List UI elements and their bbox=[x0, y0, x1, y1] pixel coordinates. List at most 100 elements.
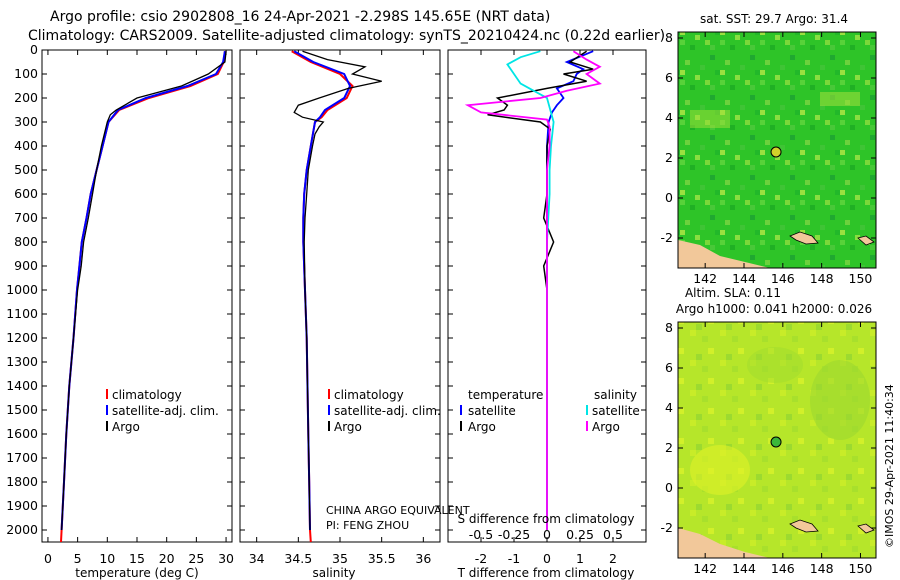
map-y-tick-label: 8 bbox=[665, 320, 673, 335]
depth-tick-label: 0 bbox=[30, 42, 38, 57]
depth-tick-label: 1000 bbox=[6, 282, 38, 297]
sst-map-axes: 142 144 146 148 150 8 6 4 2 0 -2 bbox=[661, 30, 876, 286]
difference-legend: temperature salinity satellite Argo sate… bbox=[460, 388, 640, 434]
sla-map-panel: Altim. SLA: 0.11 Argo h1000: 0.041 h2000… bbox=[661, 286, 877, 576]
depth-tick-label: 1900 bbox=[6, 498, 38, 513]
depth-tick-label: 800 bbox=[14, 234, 38, 249]
s-difference-xlabel: S difference from climatology bbox=[458, 512, 635, 526]
depth-tick-label: 1500 bbox=[6, 402, 38, 417]
series-line-climatology bbox=[60, 51, 226, 543]
legend-swatch-argo bbox=[328, 421, 330, 431]
legend-label-s-satellite: satellite bbox=[592, 404, 640, 418]
sla-map-frame bbox=[677, 321, 877, 559]
legend-label-t-satellite: satellite bbox=[468, 404, 516, 418]
x-tick-label: 35 bbox=[332, 551, 348, 566]
salinity-series bbox=[291, 50, 382, 543]
imos-timestamp: ©IMOS 29-Apr-2021 11:40:34 bbox=[883, 384, 896, 548]
map-y-tick-label: 6 bbox=[665, 70, 673, 85]
legend-swatch-t-satellite bbox=[460, 405, 462, 415]
difference-series bbox=[464, 50, 602, 530]
legend-swatch-climatology bbox=[106, 389, 108, 399]
legend-label-t-argo: Argo bbox=[468, 420, 496, 434]
legend-label-argo: Argo bbox=[112, 420, 140, 434]
series-line-s-argo bbox=[464, 50, 602, 530]
x-tick-label: -1 bbox=[508, 551, 520, 566]
figure-title-line2: Climatology: CARS2009. Satellite-adjuste… bbox=[28, 28, 665, 44]
map-y-tick-label: 4 bbox=[665, 400, 673, 415]
temperature-plot-frame bbox=[41, 49, 233, 543]
x-tick-label: 15 bbox=[129, 551, 145, 566]
x-tick-label: 10 bbox=[99, 551, 115, 566]
map-y-tick-label: 4 bbox=[665, 110, 673, 125]
temperature-series bbox=[60, 51, 227, 543]
x-tick-label: 30 bbox=[218, 551, 234, 566]
legend-swatch-climatology bbox=[328, 389, 330, 399]
map-x-tick-label: 146 bbox=[771, 271, 795, 286]
depth-tick-label: 1300 bbox=[6, 354, 38, 369]
series-line-argo bbox=[60, 51, 227, 531]
map-y-tick-label: 0 bbox=[665, 190, 673, 205]
x-tick-label: 34 bbox=[249, 551, 265, 566]
difference-panel: -2 -1 0 1 2 -0.5 -0.25 0 0.25 0.5 T difference fr… bbox=[447, 49, 647, 580]
credit-line2: PI: FENG ZHOU bbox=[326, 519, 409, 532]
legend-swatch-argo bbox=[106, 421, 108, 431]
series-line-climatology bbox=[291, 50, 354, 543]
series-line-argo bbox=[293, 50, 382, 531]
s-diff-tick-label: -0.5 bbox=[469, 527, 493, 542]
temperature-panel: 0100200300400500600700800900100011001200… bbox=[6, 42, 646, 580]
sla-high-patch bbox=[747, 347, 803, 383]
map-x-tick-label: 144 bbox=[732, 271, 756, 286]
map-x-tick-label: 148 bbox=[810, 561, 834, 576]
land-mask bbox=[678, 240, 770, 268]
legend-label-climatology: climatology bbox=[334, 388, 404, 402]
land-mask bbox=[678, 528, 770, 558]
argo-position-marker bbox=[770, 146, 782, 158]
sst-warm-patch bbox=[690, 110, 730, 128]
map-x-tick-label: 150 bbox=[849, 271, 873, 286]
temperature-xlabel: temperature (deg C) bbox=[75, 566, 198, 580]
x-tick-label: 35.5 bbox=[368, 551, 396, 566]
t-difference-xlabel: T difference from climatology bbox=[457, 566, 635, 580]
map-x-tick-label: 150 bbox=[849, 561, 873, 576]
sst-map-panel: sat. SST: 29.7 Argo: 31.4 142 144 146 148 15… bbox=[661, 12, 877, 286]
map-y-tick-label: -2 bbox=[661, 230, 673, 245]
salinity-panel: 34 34.5 35 35.5 36 salinity climatology sate… bbox=[239, 49, 470, 580]
map-y-tick-label: 2 bbox=[665, 440, 673, 455]
temperature-x-axis: 0 5 10 15 20 25 30 bbox=[44, 50, 234, 566]
map-y-tick-label: 2 bbox=[665, 150, 673, 165]
s-diff-tick-label: 0.5 bbox=[603, 527, 623, 542]
map-x-tick-label: 144 bbox=[732, 561, 756, 576]
map-x-tick-label: 142 bbox=[693, 271, 717, 286]
map-x-tick-label: 148 bbox=[810, 271, 834, 286]
depth-tick-label: 500 bbox=[14, 162, 38, 177]
depth-tick-label: 1100 bbox=[6, 306, 38, 321]
x-tick-label: 25 bbox=[188, 551, 204, 566]
legend-swatch-satellite bbox=[328, 405, 330, 415]
depth-tick-label: 300 bbox=[14, 114, 38, 129]
map-x-tick-label: 142 bbox=[693, 561, 717, 576]
depth-tick-label: 1600 bbox=[6, 426, 38, 441]
x-tick-label: 0 bbox=[44, 551, 52, 566]
legend-swatch-satellite bbox=[106, 405, 108, 415]
difference-x-axis: -2 -1 0 1 2 -0.5 -0.25 0 0.25 0.5 bbox=[469, 50, 623, 566]
sla-map-title-line1: Altim. SLA: 0.11 bbox=[685, 286, 781, 300]
sla-high-patch bbox=[810, 360, 870, 440]
depth-tick-label: 1200 bbox=[6, 330, 38, 345]
credit-line1: CHINA ARGO EQUIVALENT bbox=[326, 504, 470, 517]
s-diff-tick-label: 0 bbox=[543, 527, 551, 542]
argo-position-marker bbox=[770, 436, 782, 448]
sst-warm-patch bbox=[820, 92, 860, 106]
x-tick-label: 34.5 bbox=[284, 551, 312, 566]
island bbox=[789, 231, 819, 245]
x-tick-label: -2 bbox=[475, 551, 487, 566]
x-tick-label: 36 bbox=[415, 551, 431, 566]
map-x-tick-label: 146 bbox=[771, 561, 795, 576]
depth-tick-label: 400 bbox=[14, 138, 38, 153]
legend-title-salinity: salinity bbox=[594, 388, 637, 402]
map-y-tick-label: -2 bbox=[661, 520, 673, 535]
legend-swatch-s-argo bbox=[586, 421, 588, 431]
salinity-x-axis: 34 34.5 35 35.5 36 bbox=[249, 50, 431, 566]
island bbox=[857, 523, 875, 534]
x-tick-label: 20 bbox=[159, 551, 175, 566]
